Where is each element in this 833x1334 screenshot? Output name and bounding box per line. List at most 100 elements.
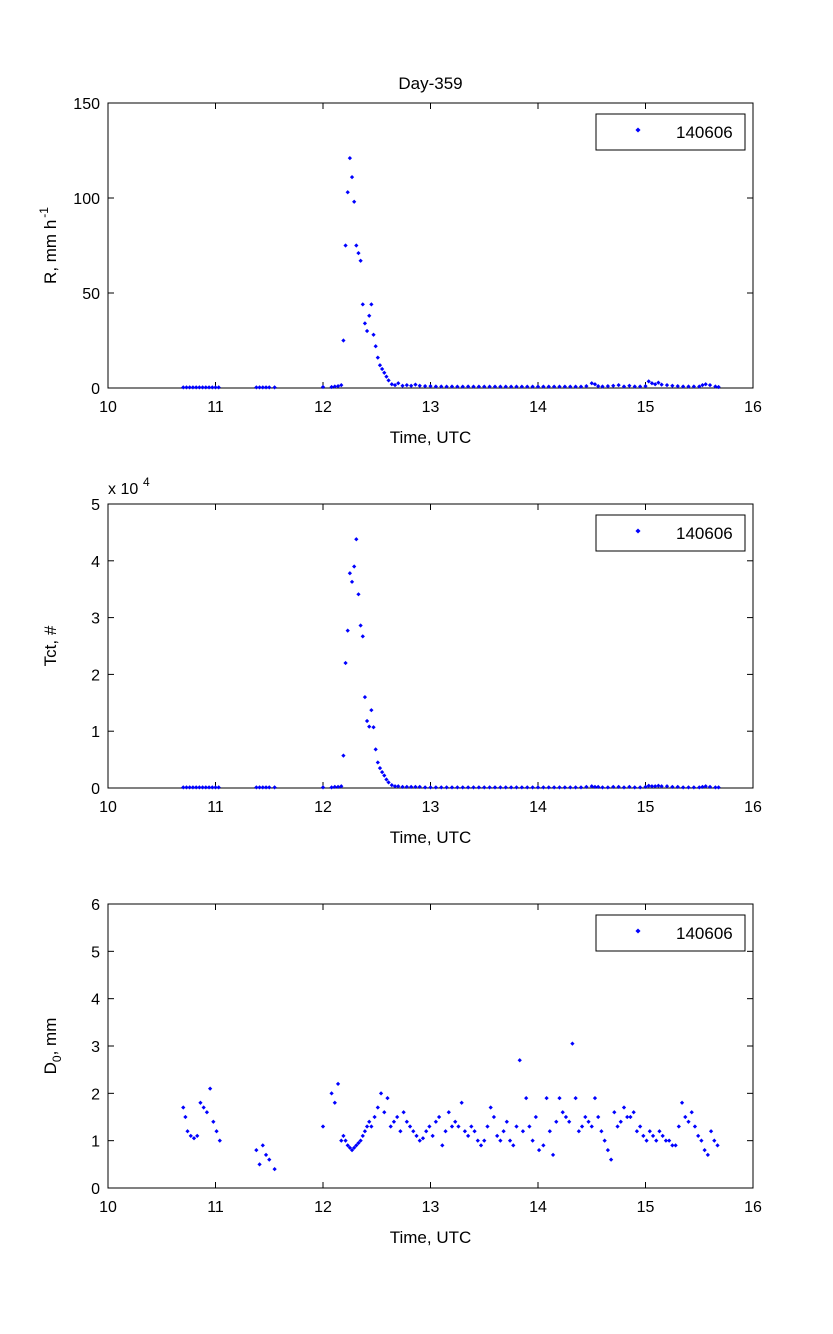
- data-point: [257, 785, 262, 790]
- data-point: [507, 1138, 513, 1143]
- data-point: [628, 1114, 633, 1120]
- y-axis-label-superscript: -1: [37, 207, 51, 218]
- data-point: [501, 1129, 506, 1134]
- data-point: [360, 634, 365, 639]
- data-point: [343, 1138, 348, 1143]
- data-point: [544, 1095, 549, 1101]
- data-point: [198, 1100, 203, 1105]
- x-tick-label: 15: [637, 799, 655, 816]
- series-1: [181, 537, 721, 790]
- data-point: [460, 384, 465, 389]
- data-point: [568, 384, 573, 389]
- data-point: [716, 785, 721, 790]
- legend: 140606: [595, 914, 746, 952]
- data-point: [584, 383, 589, 389]
- data-point: [352, 199, 357, 204]
- data-point: [643, 784, 648, 789]
- data-point: [272, 785, 277, 790]
- data-point: [444, 785, 449, 790]
- data-point: [362, 321, 368, 326]
- data-point: [341, 338, 346, 343]
- data-point: [436, 1114, 442, 1120]
- x-tick-label: 10: [99, 1199, 117, 1216]
- legend-box: [595, 113, 746, 151]
- data-point: [349, 579, 355, 584]
- data-point: [503, 384, 508, 389]
- x-tick-label: 13: [422, 799, 440, 816]
- data-point: [475, 1138, 480, 1143]
- data-point: [612, 1110, 617, 1115]
- data-point: [343, 243, 348, 248]
- data-point: [449, 384, 455, 389]
- data-point: [210, 385, 215, 390]
- data-point: [550, 1152, 556, 1157]
- y-tick-label: 150: [73, 96, 100, 113]
- data-point: [517, 1058, 522, 1063]
- data-point: [679, 1100, 685, 1105]
- data-point: [213, 385, 218, 390]
- data-point: [596, 784, 601, 789]
- data-point: [320, 384, 326, 390]
- data-point: [339, 383, 344, 388]
- data-point: [398, 1129, 403, 1134]
- data-point: [367, 313, 372, 318]
- data-point: [335, 1081, 341, 1086]
- data-point: [557, 785, 562, 790]
- x-tick-label: 15: [637, 1199, 655, 1216]
- data-point: [358, 258, 363, 263]
- data-point: [216, 785, 221, 790]
- data-point: [670, 383, 675, 388]
- data-point: [525, 785, 530, 790]
- data-point: [578, 384, 584, 389]
- y-axis-label: R, mm h -1: [37, 207, 60, 284]
- data-point: [417, 383, 422, 388]
- y-tick-label: 4: [91, 992, 100, 1009]
- data-point: [388, 1124, 393, 1129]
- data-point: [443, 1129, 448, 1134]
- data-point: [576, 1129, 581, 1134]
- data-point: [197, 785, 202, 790]
- data-point: [345, 628, 350, 633]
- data-point: [589, 381, 594, 386]
- data-point: [511, 1143, 516, 1148]
- data-point: [362, 694, 368, 700]
- data-point: [498, 1138, 503, 1143]
- x-tick-label: 14: [529, 799, 547, 816]
- data-point: [646, 783, 651, 788]
- data-point: [345, 190, 350, 195]
- x-axis-label: Time, UTC: [390, 828, 472, 847]
- data-point: [181, 385, 186, 390]
- data-point: [191, 1136, 197, 1141]
- data-point: [525, 384, 530, 389]
- data-point: [413, 784, 418, 789]
- data-point: [659, 784, 664, 789]
- data-point: [657, 1129, 662, 1134]
- data-point: [260, 385, 265, 390]
- chart-title: Day-359: [398, 74, 462, 93]
- y-tick-label: 1: [91, 1134, 100, 1151]
- data-point: [380, 366, 385, 372]
- data-point: [411, 1129, 416, 1134]
- data-point: [495, 1133, 500, 1139]
- data-point: [557, 1095, 562, 1101]
- data-point: [389, 783, 394, 788]
- data-point: [181, 785, 186, 790]
- data-point: [509, 384, 514, 389]
- data-point: [625, 1114, 630, 1120]
- data-point: [206, 785, 212, 790]
- data-point: [584, 784, 589, 789]
- data-point: [396, 381, 401, 386]
- data-point: [417, 784, 422, 789]
- data-point: [713, 785, 718, 790]
- data-point: [428, 785, 433, 790]
- data-point: [364, 1124, 370, 1129]
- data-point: [400, 784, 405, 789]
- data-point: [552, 384, 557, 389]
- data-point: [358, 623, 363, 628]
- data-point: [455, 785, 460, 790]
- data-point: [683, 1114, 688, 1120]
- data-point: [380, 769, 385, 775]
- data-point: [396, 784, 401, 789]
- data-point: [427, 1124, 432, 1129]
- y-axis-label-text: R, mm h: [41, 220, 60, 284]
